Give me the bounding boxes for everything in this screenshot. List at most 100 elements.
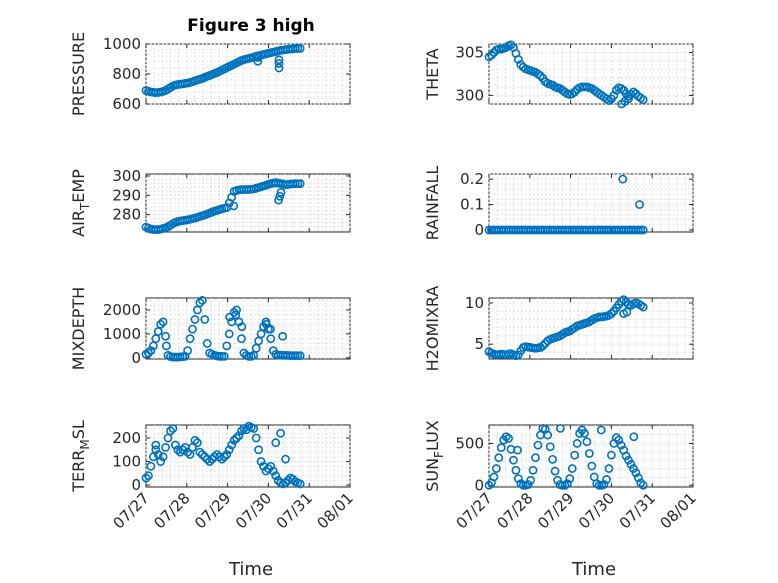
data-point xyxy=(614,435,624,445)
x-tick-label: 07/28 xyxy=(493,489,536,532)
data-point xyxy=(274,63,284,73)
data-point xyxy=(609,91,619,100)
data-point xyxy=(596,425,606,435)
x-tick-label: 07/29 xyxy=(534,489,577,532)
data-point xyxy=(232,433,241,443)
data-points xyxy=(141,178,305,235)
data-point xyxy=(545,442,555,452)
y-tick-label: 10 xyxy=(465,294,484,312)
plot-area xyxy=(488,43,694,105)
data-point xyxy=(178,445,188,455)
data-point xyxy=(266,461,276,471)
data-point xyxy=(528,465,538,475)
data-point xyxy=(210,452,219,462)
data-point xyxy=(205,457,215,466)
data-point xyxy=(295,179,305,189)
y-tick-label: 290 xyxy=(112,186,141,204)
data-point xyxy=(222,341,232,351)
x-tick-label: 07/27 xyxy=(453,489,496,532)
subplot-6: 5 10 H2OMIXRA xyxy=(423,286,694,371)
data-point xyxy=(266,324,275,334)
plot-area xyxy=(145,297,351,360)
x-axis-titles: Time Time xyxy=(228,559,616,580)
data-point xyxy=(582,437,592,447)
data-point xyxy=(251,433,261,443)
data-point xyxy=(274,55,284,65)
x-tick-label: 08/01 xyxy=(314,489,357,532)
data-point xyxy=(489,472,499,482)
y-tick-label: 100 xyxy=(112,453,141,471)
data-point xyxy=(516,60,526,69)
y-tick-label: 600 xyxy=(112,95,141,113)
data-point xyxy=(274,195,283,205)
data-point xyxy=(276,187,286,197)
data-point xyxy=(256,457,266,466)
y-axis-label: RAINFALL xyxy=(423,166,442,241)
x-axis-label-right: Time xyxy=(571,559,616,580)
data-point xyxy=(631,89,641,99)
subplot-2: 300 305 THETA xyxy=(423,40,694,109)
data-point xyxy=(635,200,644,209)
y-tick-label: 0.2 xyxy=(460,170,484,188)
data-point xyxy=(278,331,288,341)
data-point xyxy=(151,445,161,455)
data-point xyxy=(491,464,501,473)
data-point xyxy=(232,305,241,315)
data-points xyxy=(141,295,305,362)
data-point xyxy=(271,438,281,448)
data-point xyxy=(197,450,207,459)
data-point xyxy=(254,445,264,455)
data-point xyxy=(484,480,494,490)
data-point xyxy=(268,466,278,476)
data-point xyxy=(622,307,632,317)
data-point xyxy=(531,453,540,463)
x-tick-label: 07/29 xyxy=(191,489,234,532)
data-point xyxy=(222,450,232,459)
y-tick-label: 0 xyxy=(131,476,141,494)
data-points xyxy=(484,295,648,361)
data-point xyxy=(538,341,548,351)
y-tick-label: 300 xyxy=(112,167,141,185)
data-point xyxy=(638,480,648,490)
data-point xyxy=(638,95,648,105)
data-point xyxy=(151,440,161,450)
data-point xyxy=(533,440,543,450)
data-point xyxy=(618,174,628,184)
y-axis-label: TERRMSL xyxy=(69,420,92,493)
data-point xyxy=(281,454,290,464)
data-point xyxy=(183,447,193,457)
data-point xyxy=(144,348,153,358)
x-tick-label: 07/30 xyxy=(575,489,618,532)
data-point xyxy=(636,478,646,488)
data-point xyxy=(229,201,239,211)
data-point xyxy=(599,480,609,489)
data-point xyxy=(173,445,183,455)
data-point xyxy=(161,341,171,351)
data-point xyxy=(509,455,518,465)
data-point xyxy=(494,453,504,463)
data-point xyxy=(185,334,195,344)
y-tick-label: 2000 xyxy=(103,301,141,319)
y-tick-label: 200 xyxy=(112,429,141,447)
data-point xyxy=(504,434,513,443)
x-tick-label: 07/28 xyxy=(150,489,193,532)
data-point xyxy=(584,449,594,458)
data-point xyxy=(200,315,210,324)
plot-area xyxy=(145,43,351,105)
data-point xyxy=(624,94,633,104)
y-axis-label: THETA xyxy=(423,48,442,100)
data-point xyxy=(202,339,212,348)
x-axis-label-left: Time xyxy=(228,559,273,580)
data-point xyxy=(536,71,545,81)
data-point xyxy=(197,295,207,305)
data-point xyxy=(611,433,621,442)
y-tick-label: 5 xyxy=(474,335,484,353)
y-tick-label: 1000 xyxy=(103,325,141,343)
y-tick-label: 1000 xyxy=(103,35,141,53)
data-point xyxy=(570,87,580,97)
data-point xyxy=(227,440,237,450)
x-tick-label: 07/31 xyxy=(616,489,659,532)
y-tick-label: 0 xyxy=(474,476,484,494)
data-point xyxy=(263,464,273,474)
